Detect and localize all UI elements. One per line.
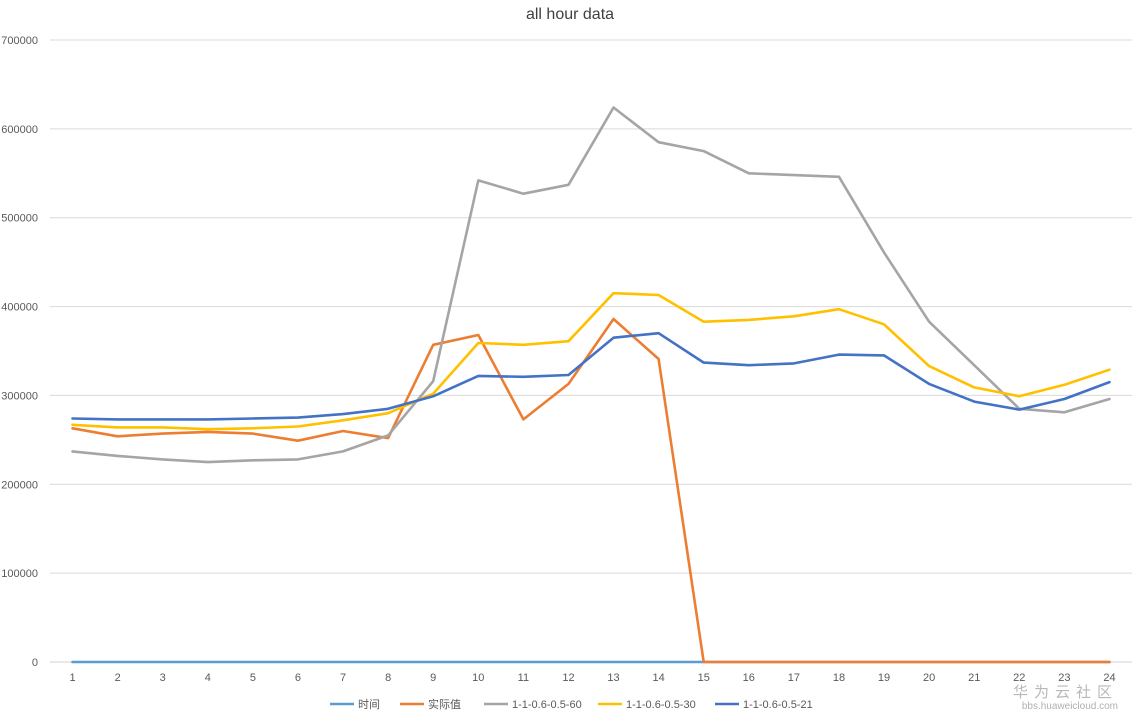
y-tick-label: 500000 (1, 213, 38, 225)
watermark-brand: 华为云社区 (1012, 683, 1118, 701)
gridlines (50, 39, 1132, 663)
y-tick-label: 700000 (1, 35, 38, 47)
x-tick-label: 19 (878, 672, 890, 684)
x-tick-label: 8 (385, 672, 391, 684)
x-tick-label: 22 (1013, 672, 1025, 684)
y-tick-label: 300000 (1, 390, 38, 402)
x-tick-label: 20 (923, 672, 935, 684)
chart-title: all hour data (526, 6, 614, 23)
series-line-2 (71, 106, 1111, 464)
x-tick-label: 7 (340, 672, 346, 684)
y-tick-label: 200000 (1, 479, 38, 491)
x-tick-label: 2 (115, 672, 121, 684)
x-tick-label: 4 (205, 672, 211, 684)
series-line-3 (71, 291, 1111, 431)
x-tick-label: 9 (430, 672, 436, 684)
x-tick-label: 15 (698, 672, 710, 684)
x-tick-label: 24 (1103, 672, 1115, 684)
x-tick-label: 18 (833, 672, 845, 684)
series-lines (71, 106, 1111, 664)
x-tick-label: 17 (788, 672, 800, 684)
x-tick-label: 13 (607, 672, 619, 684)
y-tick-label: 400000 (1, 302, 38, 314)
legend-label: 1-1-0.6-0.5-60 (512, 699, 582, 711)
legend: 时间 实际值 1-1-0.6-0.5-60 1-1-0.6-0.5-30 1-1-0.6… (330, 697, 813, 711)
watermark-url: bbs.huaweicloud.com (1021, 701, 1118, 712)
y-axis: 0 100000 200000 300000 400000 500000 600000 700… (1, 35, 38, 669)
series-line-4 (71, 331, 1111, 421)
x-tick-label: 12 (562, 672, 574, 684)
legend-label: 时间 (358, 698, 380, 711)
x-tick-label: 3 (160, 672, 166, 684)
x-tick-label: 16 (743, 672, 755, 684)
x-axis: 1 2 3 4 5 6 7 8 9 10 11 12 13 14 15 16 17 18 19 20 21 22 23 24 (69, 672, 1115, 684)
x-tick-label: 14 (653, 672, 665, 684)
legend-label: 1-1-0.6-0.5-30 (626, 699, 696, 711)
y-tick-label: 600000 (1, 124, 38, 136)
x-tick-label: 23 (1058, 672, 1070, 684)
x-tick-label: 6 (295, 672, 301, 684)
legend-label: 1-1-0.6-0.5-21 (743, 699, 813, 711)
series-line-1 (71, 317, 1111, 664)
y-tick-label: 100000 (1, 568, 38, 580)
legend-label: 实际值 (428, 697, 461, 711)
y-tick-label: 0 (32, 657, 38, 669)
x-tick-label: 5 (250, 672, 256, 684)
x-tick-label: 21 (968, 672, 980, 684)
x-tick-label: 11 (518, 672, 529, 684)
x-tick-label: 10 (472, 672, 484, 684)
x-tick-label: 1 (69, 672, 75, 684)
